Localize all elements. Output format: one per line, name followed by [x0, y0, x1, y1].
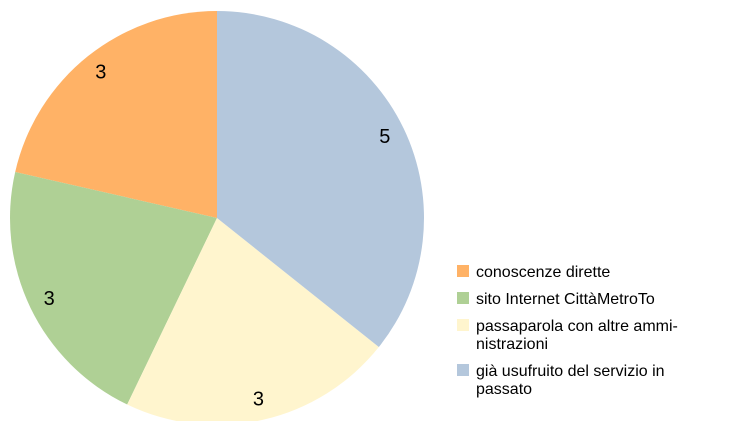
legend-swatch	[457, 265, 469, 277]
pie-slice	[217, 11, 424, 348]
slice-label: 3	[44, 288, 55, 310]
legend-label: già usufruito del servizio in passato	[476, 363, 665, 398]
legend-swatch	[457, 292, 469, 304]
pie-slice	[15, 11, 217, 218]
pie-slice	[9, 171, 218, 405]
legend-label: conoscenze dirette	[476, 264, 610, 281]
pie-slice	[127, 218, 379, 421]
slice-label: 3	[95, 61, 106, 83]
legend-label: passaparola con altre ammi-nistrazioni	[476, 318, 678, 353]
slice-label: 3	[253, 389, 264, 411]
legend-swatch	[457, 319, 469, 331]
legend-label: sito Internet CittàMetroTo	[476, 291, 655, 308]
legend-swatch	[457, 364, 469, 376]
slice-label: 5	[379, 126, 390, 148]
